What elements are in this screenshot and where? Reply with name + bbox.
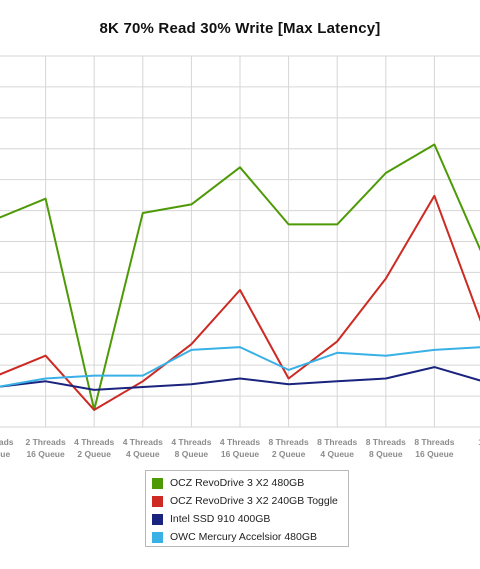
x-tick-label: 16	[478, 437, 480, 447]
x-axis-ticks: Threads Queue 2 Threads 16 Queue 4 Threads 2 …	[0, 437, 480, 459]
x-tick-label: 8 Threads	[269, 437, 309, 447]
legend-label: OCZ RevoDrive 3 X2 480GB	[170, 477, 305, 489]
legend-swatch	[152, 477, 163, 489]
x-tick-label: 8 Queue	[369, 449, 403, 459]
legend-item-revodrive-240: OCZ RevoDrive 3 X2 240GB Toggle	[152, 492, 348, 510]
x-tick-label: 8 Threads	[366, 437, 406, 447]
x-tick-label: 4 Threads	[74, 437, 114, 447]
legend: OCZ RevoDrive 3 X2 480GB OCZ RevoDrive 3…	[145, 470, 349, 547]
grid-layer	[0, 55, 480, 428]
x-tick-label: Threads	[0, 437, 14, 447]
x-tick-label: 2 Queue	[272, 449, 306, 459]
legend-label: OWC Mercury Accelsior 480GB	[170, 531, 318, 543]
legend-swatch	[152, 531, 163, 543]
legend-label: Intel SSD 910 400GB	[170, 513, 271, 525]
series-line-1	[0, 194, 480, 411]
x-tick-label: 8 Queue	[175, 449, 209, 459]
x-tick-label: 16 Queue	[221, 449, 260, 459]
legend-label: OCZ RevoDrive 3 X2 240GB Toggle	[170, 495, 338, 507]
legend-item-owc-accelsior: OWC Mercury Accelsior 480GB	[152, 528, 348, 546]
chart-title: 8K 70% Read 30% Write [Max Latency]	[99, 20, 381, 37]
legend-swatch	[152, 495, 163, 507]
x-tick-label: 4 Queue	[320, 449, 354, 459]
x-tick-label: 16 Queue	[26, 449, 65, 459]
legend-item-intel-910: Intel SSD 910 400GB	[152, 510, 348, 528]
legend-swatch	[152, 513, 163, 525]
x-tick-label: 4 Queue	[126, 449, 160, 459]
x-tick-label: 8 Threads	[414, 437, 454, 447]
x-tick-label: 2 Threads	[26, 437, 66, 447]
series-line-2	[0, 366, 480, 391]
x-tick-label: 4 Threads	[220, 437, 260, 447]
x-tick-label: 4 Threads	[123, 437, 163, 447]
series-layer	[0, 143, 480, 411]
x-tick-label: 2 Queue	[77, 449, 111, 459]
x-tick-label: 8 Threads	[317, 437, 357, 447]
x-tick-label: 16 Queue	[415, 449, 454, 459]
x-tick-label: 4 Threads	[171, 437, 211, 447]
legend-item-revodrive-480: OCZ RevoDrive 3 X2 480GB	[152, 474, 348, 492]
x-tick-label: Queue	[0, 449, 10, 459]
